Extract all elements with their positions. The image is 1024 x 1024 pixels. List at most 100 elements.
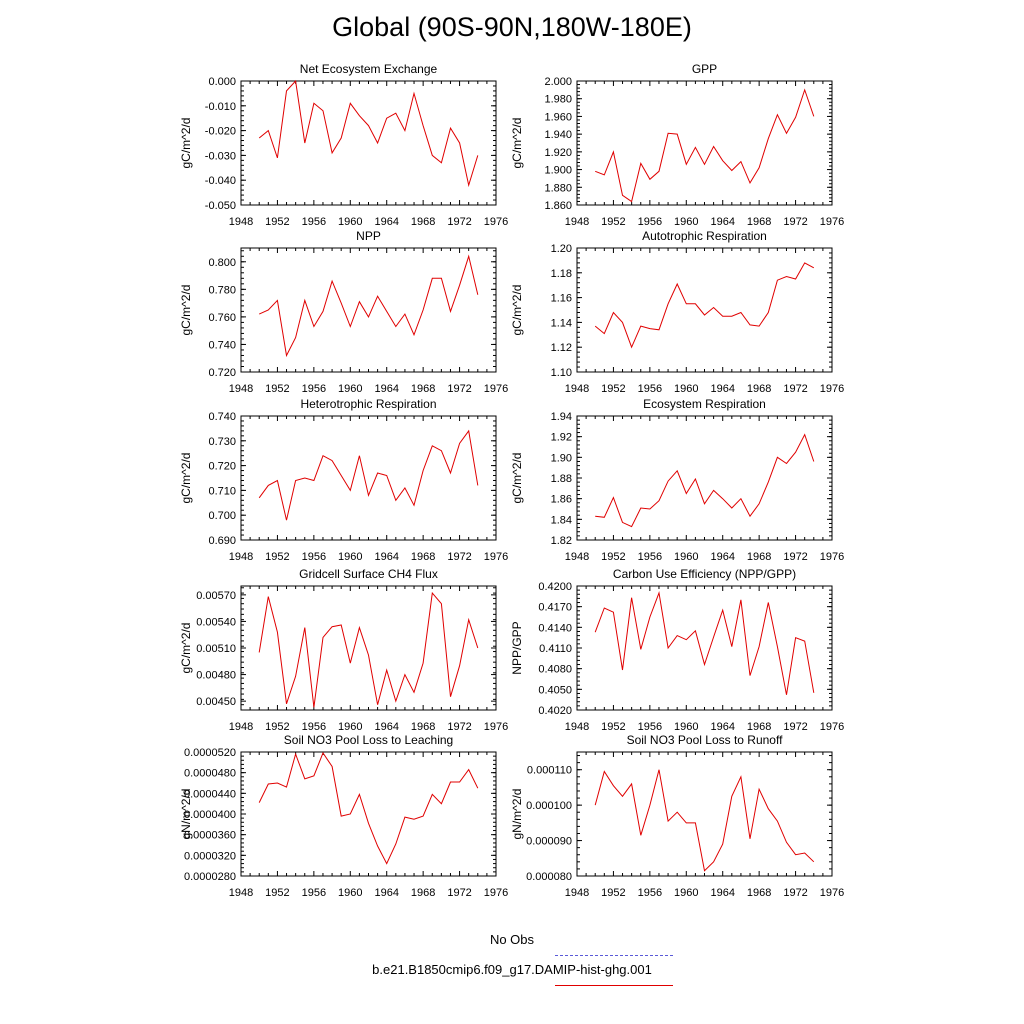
x-tick-label: 1948 [229,887,253,899]
x-tick-label: 1976 [820,216,844,228]
panel-title: NPP [356,229,381,243]
x-tick-label: 1964 [374,887,398,899]
panel-title: Net Ecosystem Exchange [300,62,438,76]
legend-line-model-run [555,985,673,986]
x-tick-label: 1976 [820,887,844,899]
y-tick-label: 1.92 [551,432,572,444]
x-tick-label: 1956 [638,383,662,395]
y-tick-label: 1.10 [551,367,572,379]
series-line [595,88,815,203]
y-tick-label: 0.000090 [526,836,572,848]
x-tick-label: 1964 [374,216,398,228]
x-tick-label: 1956 [638,887,662,899]
y-tick-label: 1.84 [551,514,572,526]
x-tick-label: 1952 [265,551,289,563]
x-tick-label: 1968 [747,887,771,899]
x-tick-label: 1976 [484,551,508,563]
y-axis-label: gC/m^2/d [510,453,524,504]
x-tick-label: 1956 [302,383,326,395]
x-tick-label: 1960 [674,887,698,899]
x-tick-label: 1960 [674,721,698,733]
x-tick-label: 1968 [747,216,771,228]
x-tick-label: 1976 [820,551,844,563]
panel-title: Soil NO3 Pool Loss to Runoff [627,733,784,747]
y-tick-label: 0.00540 [196,616,236,628]
y-axis-label: gC/m^2/d [179,623,193,674]
x-tick-label: 1976 [820,383,844,395]
main-title: Global (90S-90N,180W-180E) [332,12,692,42]
x-tick-label: 1960 [338,216,362,228]
y-tick-label: 1.82 [551,535,572,547]
y-tick-label: 1.86 [551,494,572,506]
y-tick-label: 0.00570 [196,590,236,602]
y-tick-label: -0.040 [205,175,236,187]
y-tick-label: 1.920 [544,147,572,159]
x-tick-label: 1956 [302,721,326,733]
x-tick-label: 1968 [747,383,771,395]
x-tick-label: 1968 [411,216,435,228]
y-axis-label: gC/m^2/d [510,118,524,169]
y-tick-label: 0.720 [208,461,236,473]
y-tick-label: -0.050 [205,200,236,212]
panel-title: Gridcell Surface CH4 Flux [299,567,438,581]
panel-frame [576,80,833,206]
panel-title: Soil NO3 Pool Loss to Leaching [284,733,453,747]
series-line [595,433,815,528]
y-tick-label: 0.4170 [538,602,572,614]
x-tick-label: 1964 [374,551,398,563]
x-tick-label: 1956 [638,216,662,228]
x-tick-label: 1948 [229,721,253,733]
panel-frame [240,415,497,541]
x-tick-label: 1960 [674,216,698,228]
x-tick-label: 1952 [601,551,625,563]
x-tick-label: 1952 [265,887,289,899]
panel-title: Carbon Use Efficiency (NPP/GPP) [613,567,796,581]
panel-title: GPP [692,62,717,76]
x-tick-label: 1956 [302,887,326,899]
x-tick-label: 1964 [710,383,734,395]
x-tick-label: 1972 [783,551,807,563]
x-tick-label: 1960 [338,551,362,563]
y-tick-label: -0.020 [205,126,236,138]
y-tick-label: 1.88 [551,473,572,485]
x-tick-label: 1976 [484,721,508,733]
y-tick-label: 0.0000440 [184,788,236,800]
x-tick-label: 1960 [338,721,362,733]
y-tick-label: 1.90 [551,452,572,464]
y-tick-label: 1.860 [544,200,572,212]
x-tick-label: 1976 [484,383,508,395]
x-tick-label: 1976 [484,887,508,899]
x-tick-label: 1948 [229,216,253,228]
y-tick-label: 0.4020 [538,705,572,717]
y-tick-label: 0.0000360 [184,830,236,842]
x-tick-label: 1968 [411,551,435,563]
y-tick-label: 0.710 [208,485,236,497]
series-line [594,262,815,349]
y-tick-label: 1.94 [551,411,572,423]
x-tick-label: 1972 [783,887,807,899]
panel-frame [576,751,833,877]
x-tick-label: 1952 [601,216,625,228]
y-tick-label: 0.780 [208,284,236,296]
x-tick-label: 1968 [411,383,435,395]
x-tick-label: 1952 [265,216,289,228]
y-tick-label: 1.20 [551,243,572,255]
y-tick-label: 1.900 [544,165,572,177]
x-tick-label: 1968 [747,551,771,563]
x-tick-label: 1968 [747,721,771,733]
series-line [258,751,479,865]
x-tick-label: 1952 [265,721,289,733]
panel-frame [576,415,833,541]
x-tick-label: 1972 [447,216,471,228]
y-tick-label: 0.4110 [539,643,572,655]
y-tick-label: 1.14 [551,317,572,329]
panel-title: Ecosystem Respiration [643,397,766,411]
panel-title: Heterotrophic Respiration [300,397,436,411]
y-tick-label: 0.000100 [526,800,572,812]
y-tick-label: 0.740 [208,411,236,423]
y-tick-label: 0.00450 [196,696,236,708]
y-axis-label: gC/m^2/d [179,285,193,336]
x-tick-label: 1964 [374,383,398,395]
x-tick-label: 1960 [674,383,698,395]
y-tick-label: 0.4200 [538,581,572,593]
